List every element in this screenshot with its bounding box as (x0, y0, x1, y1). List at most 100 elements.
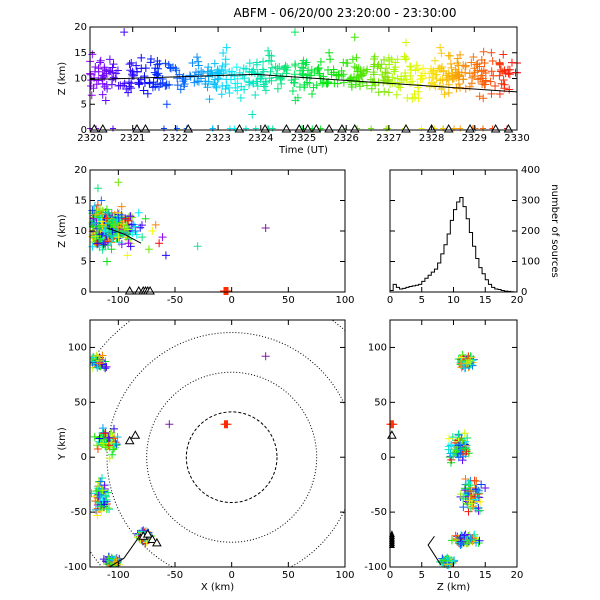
source-mark (248, 110, 257, 119)
source-mark (402, 53, 411, 62)
source-mark (499, 50, 508, 59)
source-mark (126, 242, 135, 251)
source-mark (466, 356, 475, 365)
source-mark (104, 433, 113, 442)
source-mark (97, 196, 106, 205)
source-mark (90, 489, 96, 498)
x-tick-label: 2325 (291, 133, 316, 144)
source-mark (504, 69, 513, 78)
source-mark (96, 56, 105, 65)
x-tick-label: 100 (335, 295, 354, 306)
source-mark (479, 94, 488, 103)
source-mark (162, 100, 171, 109)
source-mark (153, 60, 162, 69)
source-mark (465, 481, 474, 490)
source-mark (441, 555, 450, 564)
source-mark (258, 65, 267, 74)
y-tick-label: -100 (364, 562, 387, 573)
y-tick-label: 5 (81, 257, 87, 268)
source-mark (93, 441, 102, 450)
source-mark (458, 436, 467, 445)
source-mark (141, 214, 150, 223)
source-mark (92, 487, 101, 496)
source-mark (165, 420, 174, 429)
source-mark (461, 68, 470, 77)
source-mark (103, 257, 111, 266)
source-mark (151, 64, 160, 73)
source-mark (454, 441, 463, 450)
source-mark (138, 233, 147, 242)
source-mark (91, 62, 100, 71)
source-mark (437, 49, 446, 58)
source-mark (402, 75, 411, 84)
y-tick-label: 100 (368, 342, 387, 353)
source-mark (222, 43, 231, 52)
source-mark (348, 55, 357, 64)
source-mark (151, 220, 160, 229)
source-mark (358, 78, 367, 87)
source-mark (123, 225, 132, 234)
source-mark (475, 92, 484, 101)
y-tick-label: 0 (81, 452, 87, 463)
source-mark (329, 65, 338, 74)
center-marker (389, 420, 398, 429)
source-mark (391, 63, 400, 72)
source-mark (89, 214, 98, 223)
source-mark (290, 28, 299, 37)
x-tick-label: 2322 (163, 133, 188, 144)
source-mark (158, 233, 167, 242)
source-mark (272, 73, 281, 82)
source-mark (161, 251, 170, 260)
source-mark (137, 221, 146, 230)
source-mark (95, 359, 104, 368)
source-mark (114, 213, 123, 222)
source-mark (428, 69, 437, 78)
source-mark (194, 57, 203, 66)
station-marker (147, 534, 158, 544)
x-tick-label: -100 (107, 570, 130, 581)
source-mark (131, 227, 140, 235)
source-mark (472, 60, 481, 69)
source-mark (281, 63, 290, 72)
source-mark (114, 233, 123, 242)
source-mark (261, 352, 270, 361)
source-mark (98, 351, 107, 360)
source-mark (173, 81, 182, 90)
center-marker (223, 420, 232, 429)
source-mark (94, 76, 103, 85)
source-mark (396, 83, 405, 92)
source-mark (474, 486, 483, 495)
x-tick-label: 10 (447, 570, 460, 581)
source-mark (477, 56, 486, 65)
source-mark (487, 67, 496, 76)
source-mark (91, 505, 100, 514)
source-mark (100, 63, 109, 72)
x-tick-label: 2323 (205, 133, 230, 144)
source-mark (93, 240, 102, 249)
source-mark (425, 73, 434, 82)
source-mark (416, 71, 425, 80)
source-mark (370, 52, 379, 61)
y-tick-label: 10 (74, 74, 87, 85)
source-mark (264, 46, 273, 55)
source-mark (265, 51, 274, 60)
source-mark (352, 53, 361, 62)
x-tick-label: 0 (228, 295, 234, 306)
source-mark (144, 245, 153, 254)
source-mark (179, 82, 188, 91)
source-mark (98, 486, 107, 495)
source-mark (201, 79, 210, 88)
y-axis-label: Z (km) (57, 214, 68, 247)
source-mark (395, 78, 404, 87)
source-mark (114, 178, 123, 187)
source-mark (283, 63, 292, 72)
x-tick-label: 2324 (248, 133, 273, 144)
y-tick-label: 200 (521, 226, 540, 237)
source-mark (369, 70, 378, 79)
x-tick-label: 0 (387, 295, 393, 306)
source-mark (300, 83, 309, 92)
source-mark (410, 89, 419, 98)
source-mark (309, 83, 318, 92)
source-mark (476, 497, 485, 506)
